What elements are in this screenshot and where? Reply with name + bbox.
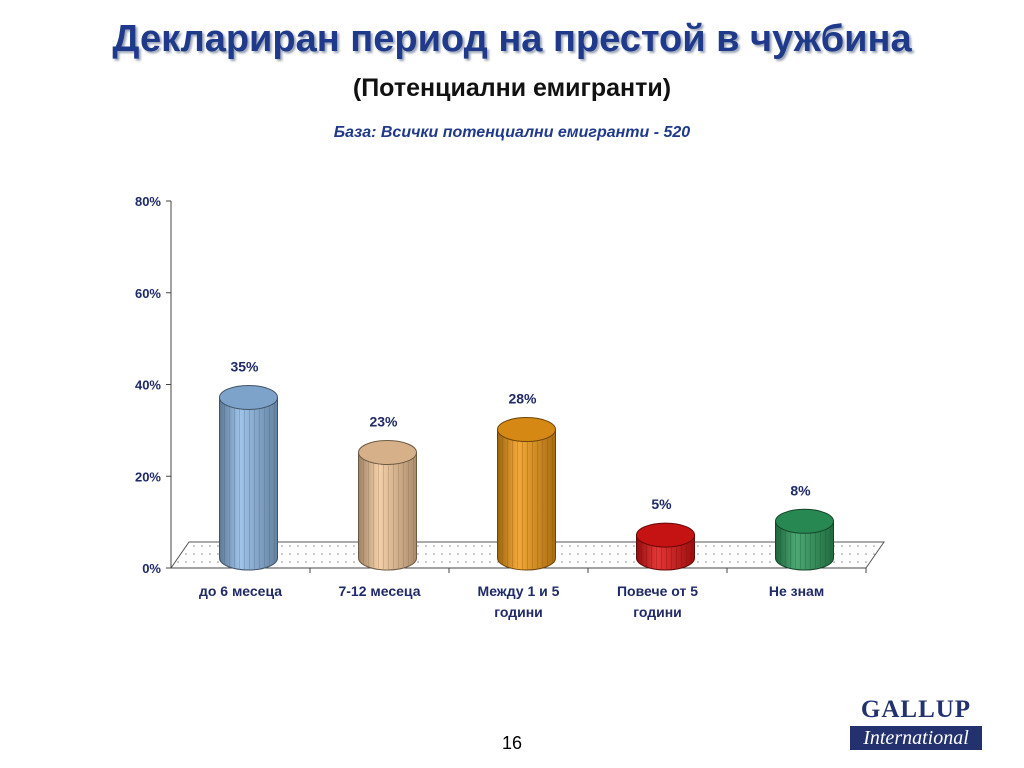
bar-chart: 0% 20% 40% 60% 80% 35% до 6 месеца 23% 7-12 мес… xyxy=(135,194,885,620)
bar-2 xyxy=(497,417,556,571)
bar-body xyxy=(497,429,556,571)
value-label: 23% xyxy=(369,413,398,429)
y-tick-label: 40% xyxy=(135,378,161,393)
bar-top xyxy=(775,508,834,534)
base-note: База: Всички потенциални емигранти - 520 xyxy=(333,124,691,141)
category-label: Между 1 и 5 xyxy=(478,583,560,599)
category-label: до 6 месеца xyxy=(199,583,282,599)
bar-0 xyxy=(219,384,278,571)
bar-4 xyxy=(775,508,834,571)
bar-top xyxy=(497,417,556,443)
page-number: 16 xyxy=(501,733,523,753)
value-label: 8% xyxy=(790,482,811,498)
category-label: Повече от 5 xyxy=(617,583,698,599)
category-label: години xyxy=(633,604,682,620)
y-tick-label: 80% xyxy=(135,194,161,209)
category-label: 7-12 месеца xyxy=(338,583,420,599)
y-tick-label: 20% xyxy=(135,469,161,484)
bar-1 xyxy=(358,439,417,571)
value-label: 5% xyxy=(651,496,672,512)
value-label: 28% xyxy=(508,391,537,407)
bar-body xyxy=(775,520,834,571)
bar-top xyxy=(636,522,695,548)
gallup-logo: GALLUP International xyxy=(850,696,982,750)
logo-international-text: International xyxy=(850,726,982,750)
value-label: 35% xyxy=(230,358,259,374)
bar-body xyxy=(219,396,278,571)
y-tick-label: 60% xyxy=(135,286,161,301)
bar-body xyxy=(358,451,417,571)
page-subtitle: (Потенциални емигранти) xyxy=(352,74,672,102)
bar-3 xyxy=(636,522,695,571)
y-tick-label: 0% xyxy=(142,561,161,576)
category-label: години xyxy=(494,604,543,620)
bar-top xyxy=(219,384,278,410)
category-label: Не знам xyxy=(769,583,824,599)
page-title: Деклариран период на престой в чужбина xyxy=(112,18,912,60)
bar-top xyxy=(358,439,417,465)
logo-gallup-text: GALLUP xyxy=(860,696,972,723)
